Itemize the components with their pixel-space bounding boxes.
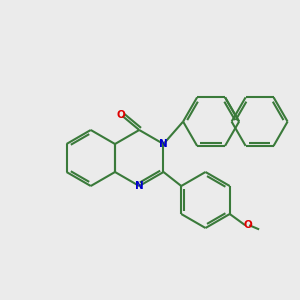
Text: N: N — [159, 139, 168, 149]
Text: O: O — [244, 220, 253, 230]
Text: O: O — [116, 110, 125, 120]
Text: N: N — [135, 181, 144, 191]
